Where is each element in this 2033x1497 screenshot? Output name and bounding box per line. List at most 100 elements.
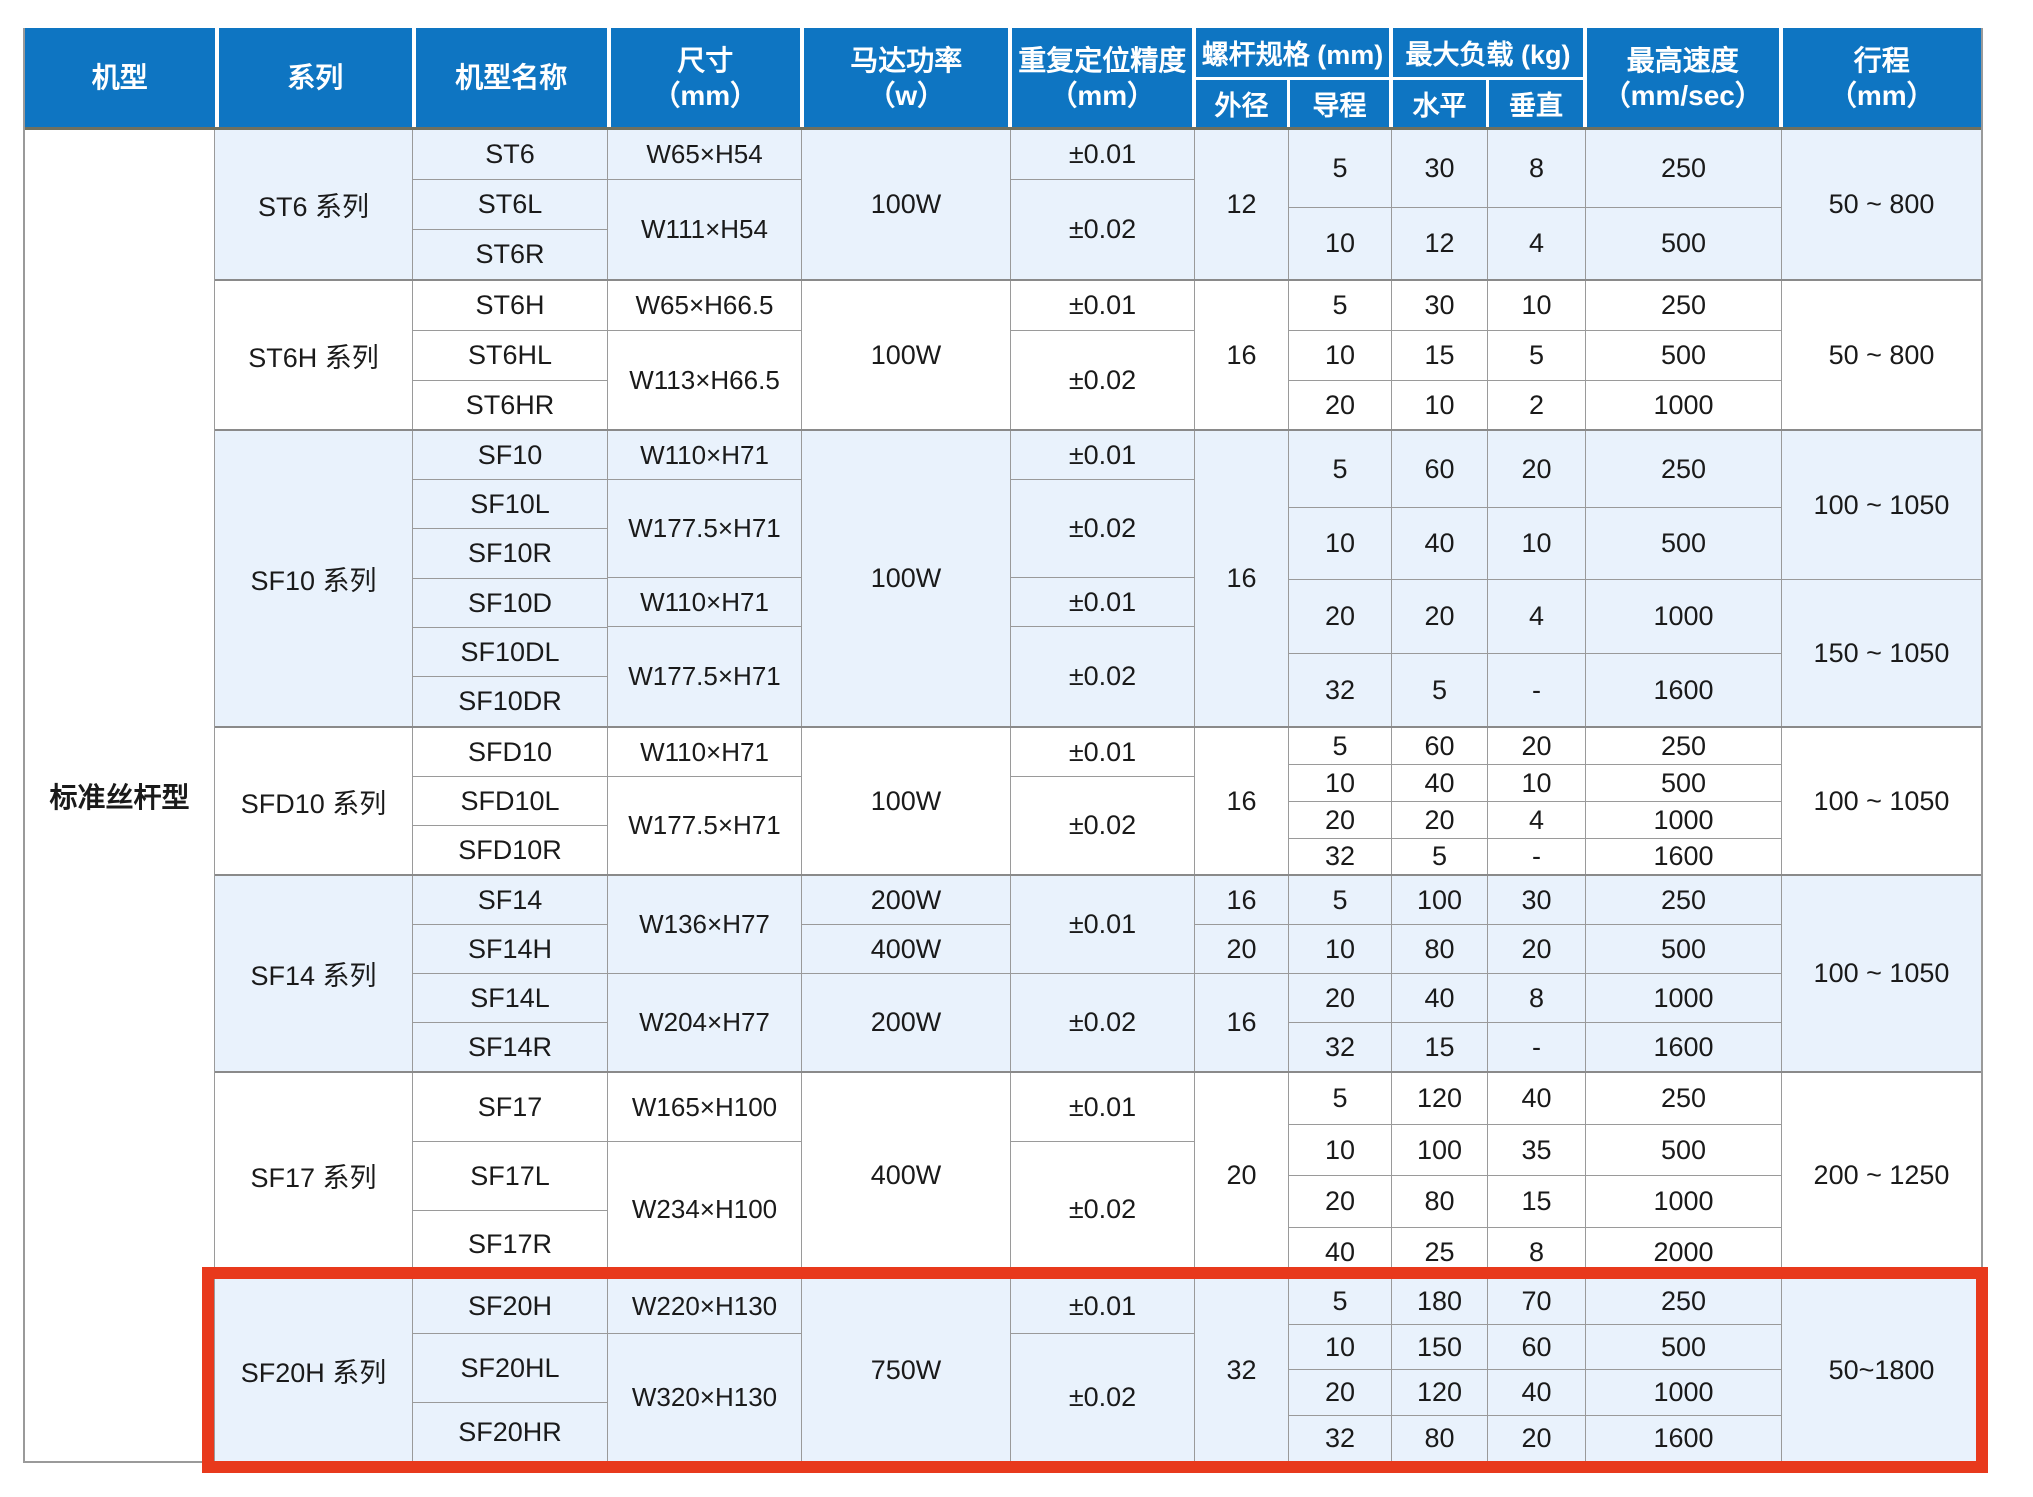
lead-row: 32 5-1600 [1289,839,1782,874]
horizontal-load-value: 40 [1392,765,1488,801]
lead-value: 20 [1289,1370,1392,1415]
speed-value: 250 [1586,431,1782,507]
spec-table: 机型 系列 机型名称 尺寸 （mm） 马达功率 （w） 重复定位精度 （mm） … [23,28,1988,1473]
vertical-load-value: 4 [1488,580,1586,653]
horizontal-load-value: 80 [1392,1416,1488,1461]
lead-row: 5 60 20 250 [1289,728,1782,765]
precision-column: ±0.01 ±0.02 [1011,281,1195,429]
outer-diameter-column: 16 [1195,431,1289,726]
horizontal-load-value: 40 [1392,974,1488,1022]
header-stroke-line2: （mm） [1828,79,1935,111]
horizontal-load-value: 30 [1392,281,1488,330]
model-cell: ST6 [413,130,607,180]
stroke-cell: 100 ~ 1050 [1782,876,1981,1071]
header-precision-line1: 重复定位精度 [1018,44,1187,76]
dimension-cell: W234×H100 [608,1142,801,1277]
lead-row: 10 80 20 500 [1289,925,1782,974]
model-cell: ST6R [413,230,607,279]
header-precision: 重复定位精度 （mm） [1012,28,1196,127]
header-machine-type-label: 机型 [91,62,148,93]
lead-grid: 5 30 8 250 10 12 4 500 [1289,130,1782,279]
table-body: 标准丝杆型 ST6 系列 ST6 ST6L ST6R W65×H54 W111×H54 10… [25,130,1988,1473]
series-cell: SF20H 系列 [215,1279,412,1461]
precision-column: ±0.01 ±0.02 ±0.01 ±0.02 [1011,431,1195,726]
speed-value: 500 [1586,1125,1782,1175]
series-column: SF20H 系列 [215,1279,413,1461]
vertical-load-value: 20 [1488,431,1586,507]
precision-cell: ±0.02 [1011,974,1194,1071]
vertical-load-value: 4 [1488,802,1586,838]
model-cell: SF10R [413,529,607,579]
vertical-load-value: 30 [1488,876,1586,924]
model-cell: SF17 [413,1073,607,1142]
motor-power-column: 750W [802,1279,1011,1461]
speed-value: 1600 [1586,654,1782,726]
precision-cell: ±0.01 [1011,728,1194,777]
speed-value: 500 [1586,925,1782,973]
header-model-name: 机型名称 [416,28,611,127]
horizontal-load-value: 180 [1392,1279,1488,1324]
precision-cell: ±0.01 [1011,1073,1194,1142]
speed-value: 1600 [1586,839,1782,874]
lead-row: 5 180 70 250 [1289,1279,1782,1325]
header-dimensions-line2: （mm） [652,79,759,111]
lead-grid: 5 100 30 250 10 80 20 500 20 40 8 1000 32 15-1600 [1289,876,1782,1071]
speed-value: 250 [1586,1279,1782,1324]
dimension-cell: W165×H100 [608,1073,801,1142]
model-cell: SF17R [413,1211,607,1277]
dimension-cell: W65×H54 [608,130,801,180]
header-series: 系列 [219,28,416,127]
lead-value: 10 [1289,925,1392,973]
series-column: ST6 系列 [215,130,413,279]
stroke-column: 200 ~ 1250 [1782,1073,1981,1277]
outer-diameter-cell: 12 [1195,130,1288,279]
header-screw-spec-label: 螺杆规格 (mm) [1201,40,1384,70]
speed-value: 1600 [1586,1416,1782,1461]
lead-row: 10 100 35 500 [1289,1125,1782,1176]
vertical-load-value: - [1488,839,1586,874]
stroke-cell: 150 ~ 1050 [1782,580,1981,726]
dimension-cell: W136×H77 [608,876,801,974]
lead-value: 32 [1289,654,1392,726]
series-block: SF14 系列 SF14 SF14H SF14L SF14R W136×H77 W204×H… [215,876,1981,1073]
horizontal-load-value: 60 [1392,728,1488,764]
vertical-load-value: 10 [1488,765,1586,801]
motor-power-column: 100W [802,431,1011,726]
speed-value: 500 [1586,1325,1782,1369]
dimension-cell: W110×H71 [608,431,801,480]
header-stroke: 行程 （mm） [1783,28,1981,127]
model-column: SF17 SF17L SF17R [413,1073,608,1277]
stroke-cell: 50 ~ 800 [1782,130,1981,279]
motor-power-cell: 100W [802,431,1010,726]
horizontal-load-value: 100 [1392,1125,1488,1175]
dimension-column: W110×H71 W177.5×H71 W110×H71 W177.5×H71 [608,431,802,726]
vertical-load-value: 5 [1488,331,1586,380]
speed-value: 1600 [1586,1023,1782,1071]
dimension-cell: W220×H130 [608,1279,801,1334]
vertical-load-value: 40 [1488,1370,1586,1415]
series-column: SF10 系列 [215,431,413,726]
model-cell: SF10DL [413,628,607,677]
speed-value: 1000 [1586,802,1782,838]
stroke-cell: 50 ~ 800 [1782,281,1981,429]
model-cell: SFD10 [413,728,607,777]
dimension-column: W65×H66.5 W113×H66.5 [608,281,802,429]
series-cell: SFD10 系列 [215,728,412,874]
model-cell: SF10L [413,480,607,529]
speed-value: 1000 [1586,1176,1782,1227]
horizontal-load-value: 120 [1392,1370,1488,1415]
model-column: ST6 ST6L ST6R [413,130,608,279]
series-cell: ST6 系列 [215,130,412,279]
model-cell: SF20HR [413,1403,607,1461]
model-cell: SF20H [413,1279,607,1334]
outer-diameter-cell: 16 [1195,281,1288,429]
horizontal-load-value: 5 [1392,654,1488,726]
speed-value: 1000 [1586,580,1782,653]
lead-row: 20 20 4 1000 [1289,802,1782,839]
stroke-cell: 50~1800 [1782,1279,1981,1461]
series-cell: SF14 系列 [215,876,412,1071]
horizontal-load-value: 15 [1392,331,1488,380]
dimension-cell: W177.5×H71 [608,480,801,578]
model-cell: SF14R [413,1023,607,1071]
speed-value: 2000 [1586,1228,1782,1277]
